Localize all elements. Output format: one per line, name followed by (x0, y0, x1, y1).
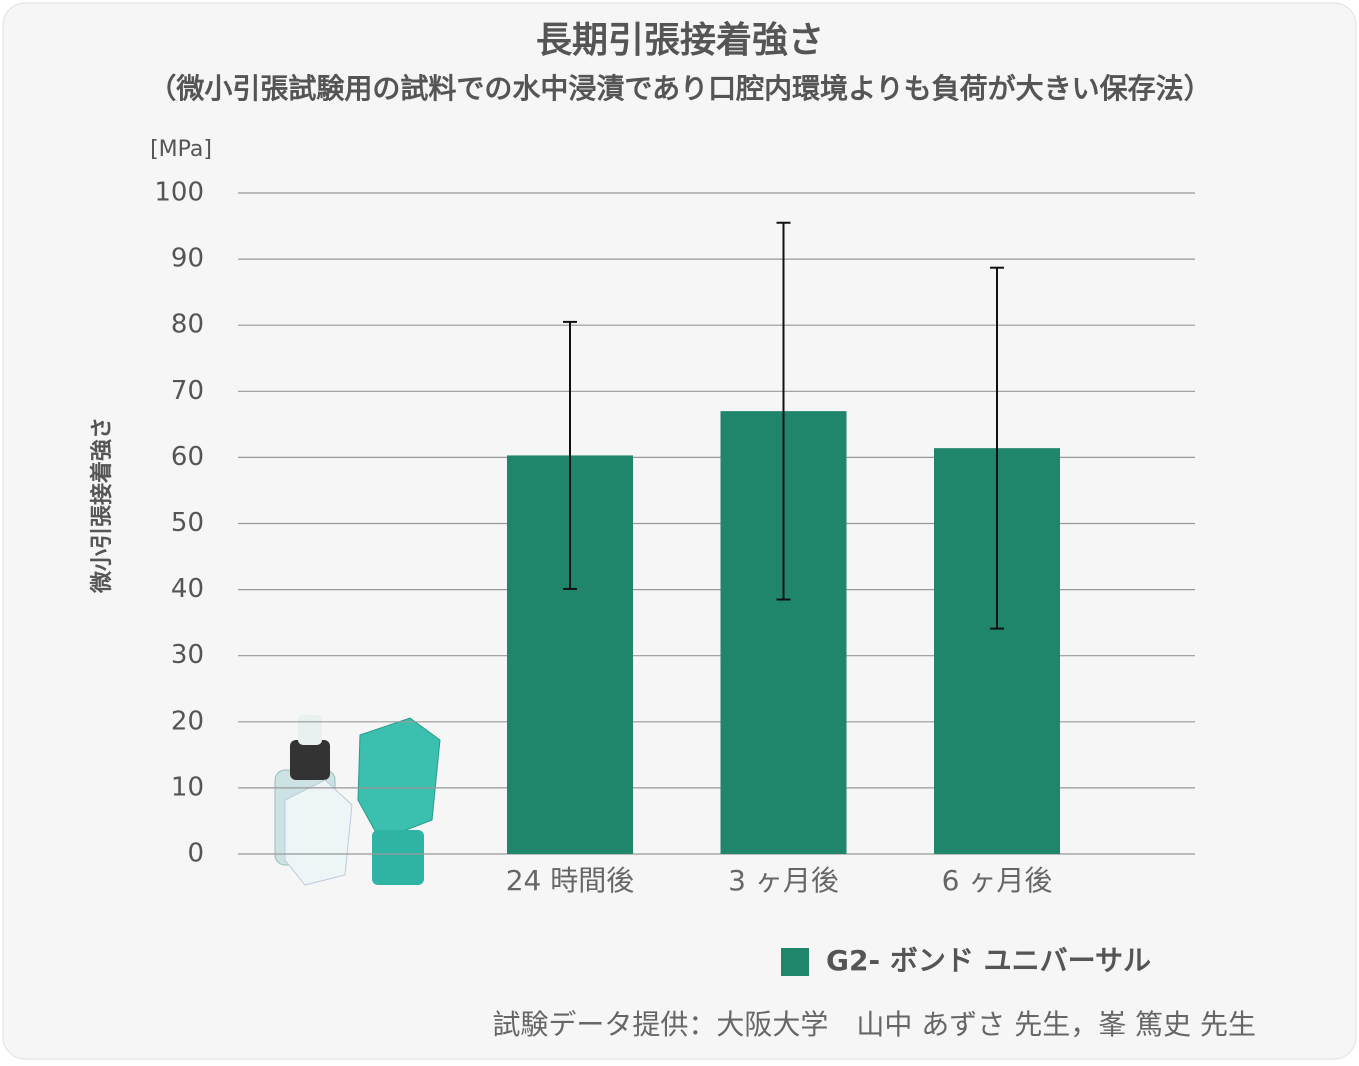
y-tick-label: 30 (171, 640, 204, 670)
x-tick-label: 3 ヶ月後 (728, 864, 839, 897)
error-bar (990, 266, 1004, 630)
y-tick-label: 60 (171, 442, 204, 472)
y-axis-label: 微小引張接着強さ (89, 417, 115, 594)
chart-subtitle: （微小引張試験用の試料での水中浸漬であり口腔内環境よりも負荷が大きい保存法） (148, 72, 1211, 105)
error-bar (776, 221, 791, 601)
y-tick-label: 0 (187, 839, 204, 869)
y-tick-label: 100 (154, 178, 204, 208)
product-image (274, 715, 441, 886)
legend-swatch (781, 948, 809, 976)
y-unit: [MPa] (150, 137, 212, 162)
x-tick-label: 24 時間後 (506, 864, 635, 897)
legend-label: G2- ボンド ユニバーサル (826, 944, 1151, 977)
y-tick-label: 70 (171, 376, 204, 406)
y-tick-label: 10 (171, 772, 204, 802)
y-tick-label: 90 (171, 244, 204, 274)
y-tick-label: 50 (171, 508, 204, 538)
error-bar (563, 320, 577, 590)
y-tick-label: 20 (171, 706, 204, 736)
y-tick-label: 40 (171, 574, 204, 604)
x-tick-label: 6 ヶ月後 (942, 864, 1053, 897)
chart-title: 長期引張接着強さ (536, 20, 824, 61)
footnote: 試験データ提供：大阪大学 山中 あずさ 先生，峯 篤史 先生 (492, 1008, 1256, 1041)
y-tick-label: 80 (171, 310, 204, 340)
